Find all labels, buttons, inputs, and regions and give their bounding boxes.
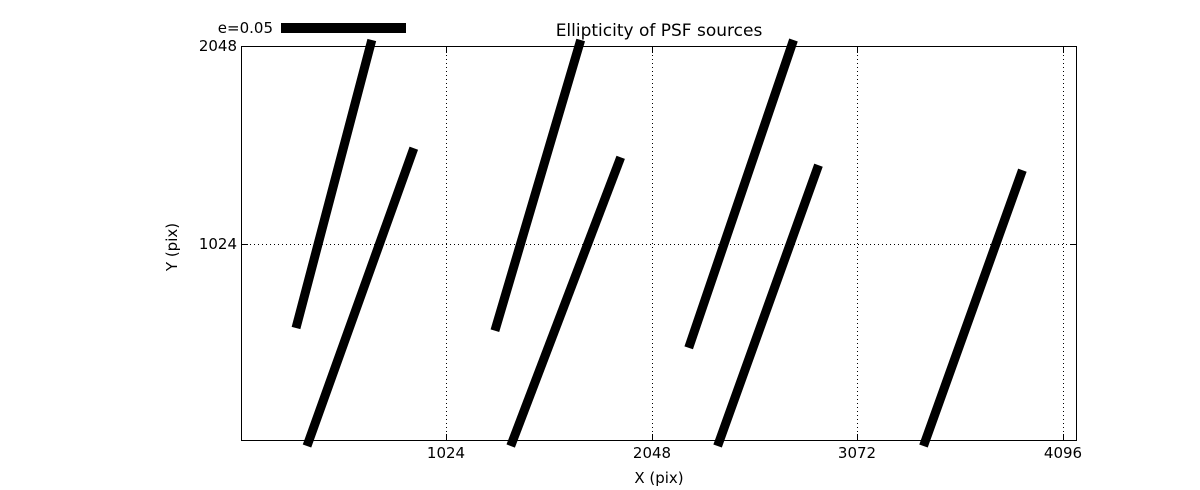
chart-title: Ellipticity of PSF sources	[555, 21, 763, 41]
y-tick-left	[242, 244, 248, 245]
gridline-x	[1063, 47, 1064, 440]
x-tick-bottom	[1063, 434, 1064, 440]
x-tick-bottom	[857, 434, 858, 440]
legend-label: e=0.05	[217, 19, 273, 37]
x-tick-bottom	[446, 434, 447, 440]
y-tick-label: 2048	[198, 37, 237, 55]
x-tick-top	[446, 47, 447, 53]
x-tick-label: 2048	[632, 444, 672, 462]
x-tick-label: 1024	[426, 444, 466, 462]
x-tick-top	[1063, 47, 1064, 53]
y-tick-label: 1024	[198, 235, 237, 253]
gridline-x	[857, 47, 858, 440]
x-tick-top	[652, 47, 653, 53]
plot-area	[241, 46, 1077, 441]
x-tick-label: 3072	[837, 444, 877, 462]
y-tick-right	[1070, 244, 1076, 245]
x-tick-bottom	[652, 434, 653, 440]
x-axis-label: X (pix)	[634, 469, 684, 487]
x-tick-label: 4096	[1043, 444, 1083, 462]
gridline-x	[446, 47, 447, 440]
gridline-y	[242, 244, 1076, 245]
x-tick-top	[857, 47, 858, 53]
legend-handle-bar	[281, 23, 406, 33]
gridline-x	[652, 47, 653, 440]
